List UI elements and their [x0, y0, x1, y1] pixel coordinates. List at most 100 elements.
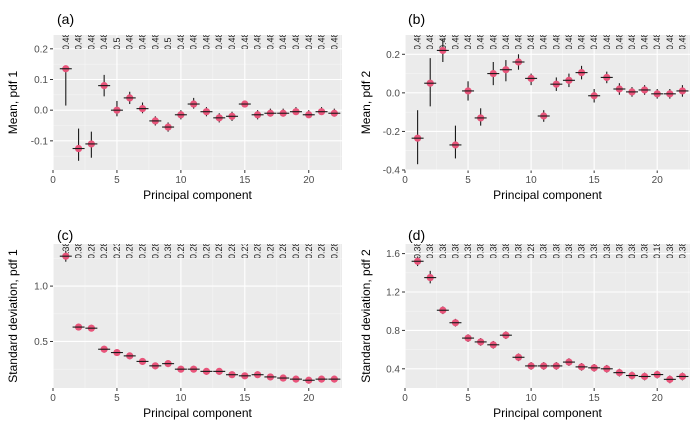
top-labels: 0.48 0.48 0.48 0.48 0.5 0.48 0.48 0.48 0.5 0.48 0.… [61, 32, 340, 50]
x-axis-title: Principal component [493, 188, 602, 202]
y-tick-label: -0.1 [31, 136, 49, 147]
y-tick-label: -0.2 [383, 127, 401, 138]
top-label: 0.48 [329, 32, 339, 50]
top-label: 0.48 [450, 32, 460, 50]
panel-tag: (d) [408, 227, 425, 243]
top-label: 0.28 [227, 241, 237, 259]
top-label: 0.48 [61, 32, 71, 50]
x-tick-label: 5 [465, 175, 471, 186]
x-tick-label: 10 [526, 175, 538, 186]
top-label: 0.38 [665, 241, 675, 259]
top-label: 0.48 [551, 32, 561, 50]
x-tick-label: 20 [303, 393, 315, 404]
x-tick-label: 15 [589, 393, 601, 404]
panel-1: 0 5 10 15 20-0.10.00.10.2 0.48 0.48 0.48 0.48 0.5… [6, 11, 342, 202]
y-axis-title: Standard deviation, pdf 2 [359, 249, 373, 383]
top-label: 0.48 [602, 32, 612, 50]
top-labels: 0.38 0.38 0.38 0.38 0.38 0.38 0.38 0.38 0.38 0.28… [413, 241, 688, 259]
top-label: 0.48 [640, 32, 650, 50]
panel-tag: (b) [408, 11, 425, 27]
top-label: 0.28 [253, 241, 263, 259]
top-label: 0.48 [176, 32, 186, 50]
top-label: 0.48 [189, 32, 199, 50]
top-label: 0.38 [463, 241, 473, 259]
plot-background [405, 35, 690, 170]
top-label: 0.28 [317, 241, 327, 259]
x-tick-label: 5 [114, 175, 120, 186]
top-label: 0.48 [577, 32, 587, 50]
top-label: 0.28 [526, 241, 536, 259]
top-label: 0.48 [304, 32, 314, 50]
panel-tag: (c) [57, 227, 73, 243]
y-tick-label: 0.4 [386, 364, 400, 375]
top-label: 0.48 [652, 32, 662, 50]
top-label: 0.38 [577, 241, 587, 259]
x-tick-label: 0 [402, 393, 408, 404]
plot-background [405, 244, 690, 388]
x-tick-label: 20 [303, 175, 315, 186]
top-label: 0.48 [677, 32, 687, 50]
top-label: 0.28 [304, 241, 314, 259]
top-label: 0.28 [86, 241, 96, 259]
y-tick-label: 0.1 [34, 75, 48, 86]
top-label: 0.38 [413, 241, 423, 259]
x-axis-title: Principal component [143, 406, 252, 420]
x-tick-label: 15 [239, 393, 251, 404]
top-label: 0.38 [476, 241, 486, 259]
top-label: 0.48 [240, 32, 250, 50]
top-label: 0.38 [551, 241, 561, 259]
top-label: 0.48 [291, 32, 301, 50]
panel-2: 0 5 10 15 20-0.4-0.20.00.20.48 0.48 0.48 0.48 0.… [359, 11, 690, 202]
top-label: 0.48 [665, 32, 675, 50]
top-label: 0.48 [488, 32, 498, 50]
x-axis-title: Principal component [143, 188, 252, 202]
top-label: 0.48 [317, 32, 327, 50]
y-tick-label: 1.2 [386, 288, 400, 299]
x-tick-label: 0 [402, 175, 408, 186]
y-tick-label: 0.2 [386, 50, 400, 61]
top-label: 0.23 [112, 241, 122, 259]
x-tick-label: 20 [652, 393, 664, 404]
panel-4: 0 5 10 15 200.40.81.21.6 0.38 0.38 0.38 0.38 0.38… [359, 227, 690, 420]
top-label: 0.38 [677, 241, 687, 259]
top-label: 0.38 [425, 241, 435, 259]
plot-background [53, 35, 342, 170]
x-tick-label: 0 [50, 175, 56, 186]
x-axis-title: Principal component [493, 406, 602, 420]
y-tick-label: -0.4 [383, 166, 401, 177]
panel-tag: (a) [57, 11, 74, 27]
top-label: 0.23 [240, 241, 250, 259]
top-label: 0.48 [214, 32, 224, 50]
top-label: 0.5 [163, 37, 173, 50]
top-label: 0.48 [513, 32, 523, 50]
top-label: 0.28 [125, 241, 135, 259]
top-label: 0.38 [602, 241, 612, 259]
top-label: 0.38 [438, 241, 448, 259]
x-tick-label: 10 [526, 393, 538, 404]
x-tick-label: 15 [589, 175, 601, 186]
y-axis-title: Mean, pdf 2 [359, 70, 373, 134]
x-tick-label: 0 [50, 393, 56, 404]
top-label: 0.48 [614, 32, 624, 50]
x-tick-label: 5 [465, 393, 471, 404]
plot-background [53, 244, 342, 388]
top-label: 0.48 [564, 32, 574, 50]
y-tick-label: 0.5 [34, 337, 48, 348]
top-label: 0.28 [278, 241, 288, 259]
x-tick-label: 20 [652, 175, 664, 186]
top-label: 0.28 [189, 241, 199, 259]
top-label: 0.38 [640, 241, 650, 259]
top-label: 0.28 [291, 241, 301, 259]
top-label: 0.28 [176, 241, 186, 259]
top-label: 0.38 [450, 241, 460, 259]
top-label: 0.48 [150, 32, 160, 50]
top-label: 0.38 [501, 241, 511, 259]
top-label: 0.48 [589, 32, 599, 50]
top-label: 0.28 [329, 241, 339, 259]
top-label: 0.48 [463, 32, 473, 50]
y-tick-label: 0.2 [34, 44, 48, 55]
top-label: 0.5 [112, 37, 122, 50]
top-label: 0.38 [564, 241, 574, 259]
top-label: 0.18 [652, 241, 662, 259]
